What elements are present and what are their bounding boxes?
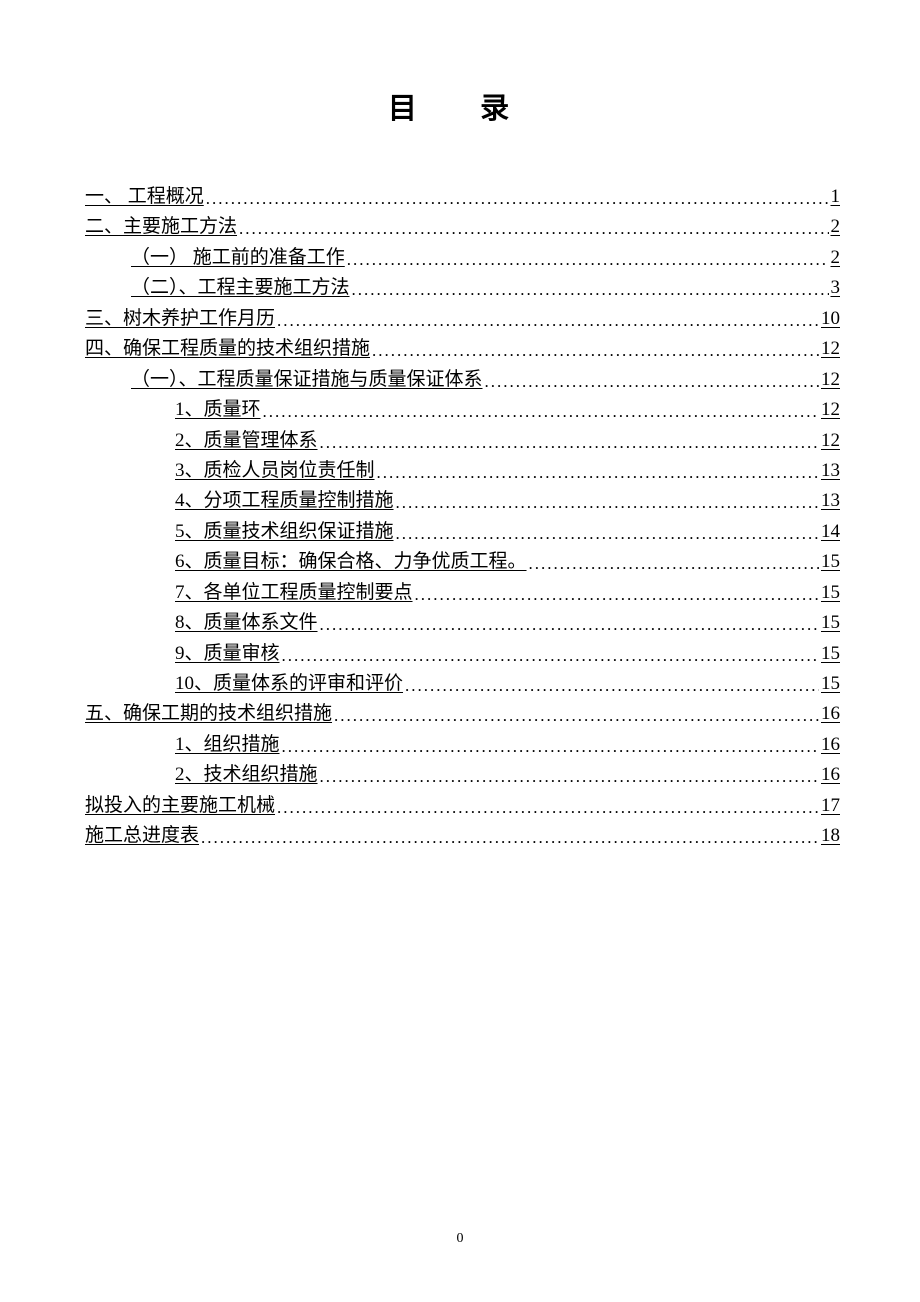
toc-entry-text: 4、分项工程质量控制措施 — [175, 486, 394, 515]
toc-leader-dots — [332, 703, 819, 729]
toc-leader-dots — [413, 582, 819, 608]
toc-entry[interactable]: 一、 工程概况 1 — [85, 182, 840, 211]
toc-entry-text: 10、质量体系的评审和评价 — [175, 669, 403, 698]
toc-leader-dots — [275, 795, 819, 821]
toc-entry-page: 15 — [819, 547, 840, 576]
toc-entry[interactable]: （一）、工程质量保证措施与质量保证体系 12 — [85, 365, 840, 394]
toc-leader-dots — [403, 673, 819, 699]
toc-entry[interactable]: （一） 施工前的准备工作 2 — [85, 243, 840, 272]
toc-entry-text: 8、质量体系文件 — [175, 608, 318, 637]
toc-entry-page: 15 — [819, 578, 840, 607]
toc-entry-text: 五、确保工期的技术组织措施 — [85, 699, 332, 728]
toc-entry-text: 三、树木养护工作月历 — [85, 304, 275, 333]
toc-leader-dots — [318, 764, 819, 790]
toc-entry-page: 10 — [819, 304, 840, 333]
toc-leader-dots — [237, 216, 828, 242]
toc-entry-page: 12 — [819, 334, 840, 363]
toc-entry[interactable]: 1、组织措施 16 — [85, 730, 840, 759]
toc-entry-page: 13 — [819, 486, 840, 515]
toc-entry-page: 16 — [819, 730, 840, 759]
toc-entry-page: 18 — [819, 821, 840, 850]
toc-entry-page: 12 — [819, 395, 840, 424]
toc-entry[interactable]: 9、质量审核 15 — [85, 639, 840, 668]
toc-entry[interactable]: 3、质检人员岗位责任制 13 — [85, 456, 840, 485]
toc-entry-text: 5、质量技术组织保证措施 — [175, 517, 394, 546]
toc-entry-page: 17 — [819, 791, 840, 820]
toc-entry-text: 7、各单位工程质量控制要点 — [175, 578, 413, 607]
toc-entry-text: 施工总进度表 — [85, 821, 199, 850]
toc-entry-text: 1、质量环 — [175, 395, 261, 424]
toc-leader-dots — [394, 521, 819, 547]
toc-leader-dots — [318, 430, 819, 456]
toc-entry[interactable]: 拟投入的主要施工机械 17 — [85, 791, 840, 820]
toc-entry-text: （一） 施工前的准备工作 — [131, 243, 345, 272]
toc-entry-page: 16 — [819, 760, 840, 789]
toc-entry-text: 一、 工程概况 — [85, 182, 204, 211]
toc-entry[interactable]: （二）、工程主要施工方法 3 — [85, 273, 840, 302]
toc-entry-page: 13 — [819, 456, 840, 485]
toc-entry[interactable]: 5、质量技术组织保证措施 14 — [85, 517, 840, 546]
toc-entry[interactable]: 6、质量目标：确保合格、力争优质工程。 15 — [85, 547, 840, 576]
toc-entry-text: 6、质量目标：确保合格、力争优质工程。 — [175, 547, 527, 576]
toc-entry-text: 2、技术组织措施 — [175, 760, 318, 789]
toc-leader-dots — [204, 186, 829, 212]
toc-title: 目 录 — [85, 85, 840, 127]
toc-entry[interactable]: 1、质量环 12 — [85, 395, 840, 424]
toc-leader-dots — [275, 308, 819, 334]
toc-entry-page: 2 — [829, 243, 841, 272]
toc-entry-text: 1、组织措施 — [175, 730, 280, 759]
toc-entry-page: 14 — [819, 517, 840, 546]
toc-entry-page: 12 — [819, 365, 840, 394]
toc-entry[interactable]: 7、各单位工程质量控制要点 15 — [85, 578, 840, 607]
toc-entry-page: 16 — [819, 699, 840, 728]
toc-leader-dots — [345, 247, 829, 273]
toc-entry-page: 2 — [829, 212, 841, 241]
toc-entry-text: 2、质量管理体系 — [175, 426, 318, 455]
toc-entry[interactable]: 五、确保工期的技术组织措施 16 — [85, 699, 840, 728]
toc-leader-dots — [199, 825, 819, 851]
toc-entry-page: 15 — [819, 639, 840, 668]
toc-entry-page: 12 — [819, 426, 840, 455]
toc-entry-page: 15 — [819, 669, 840, 698]
toc-entry[interactable]: 8、质量体系文件 15 — [85, 608, 840, 637]
toc-leader-dots — [370, 338, 819, 364]
toc-entry[interactable]: 4、分项工程质量控制措施 13 — [85, 486, 840, 515]
toc-leader-dots — [318, 612, 819, 638]
toc-entry-text: 拟投入的主要施工机械 — [85, 791, 275, 820]
toc-list: 一、 工程概况1二、主要施工方法2（一） 施工前的准备工作2（二）、工程主要施工… — [85, 182, 840, 851]
toc-entry[interactable]: 二、主要施工方法 2 — [85, 212, 840, 241]
toc-leader-dots — [375, 460, 819, 486]
toc-leader-dots — [280, 734, 819, 760]
page-number: 0 — [0, 1231, 920, 1247]
toc-leader-dots — [350, 277, 829, 303]
toc-entry-page: 15 — [819, 608, 840, 637]
toc-entry-text: （一）、工程质量保证措施与质量保证体系 — [131, 365, 483, 394]
toc-entry-text: 四、确保工程质量的技术组织措施 — [85, 334, 370, 363]
toc-entry-page: 1 — [829, 182, 841, 211]
toc-entry-text: 9、质量审核 — [175, 639, 280, 668]
toc-leader-dots — [483, 369, 819, 395]
toc-leader-dots — [280, 643, 819, 669]
toc-entry-text: （二）、工程主要施工方法 — [131, 273, 350, 302]
toc-leader-dots — [527, 551, 819, 577]
toc-leader-dots — [394, 490, 819, 516]
toc-entry[interactable]: 三、树木养护工作月历 10 — [85, 304, 840, 333]
toc-leader-dots — [261, 399, 819, 425]
toc-entry[interactable]: 10、质量体系的评审和评价 15 — [85, 669, 840, 698]
toc-entry-page: 3 — [829, 273, 841, 302]
toc-entry[interactable]: 2、质量管理体系 12 — [85, 426, 840, 455]
toc-entry[interactable]: 四、确保工程质量的技术组织措施 12 — [85, 334, 840, 363]
toc-entry-text: 二、主要施工方法 — [85, 212, 237, 241]
toc-entry[interactable]: 2、技术组织措施 16 — [85, 760, 840, 789]
toc-entry[interactable]: 施工总进度表 18 — [85, 821, 840, 850]
toc-entry-text: 3、质检人员岗位责任制 — [175, 456, 375, 485]
